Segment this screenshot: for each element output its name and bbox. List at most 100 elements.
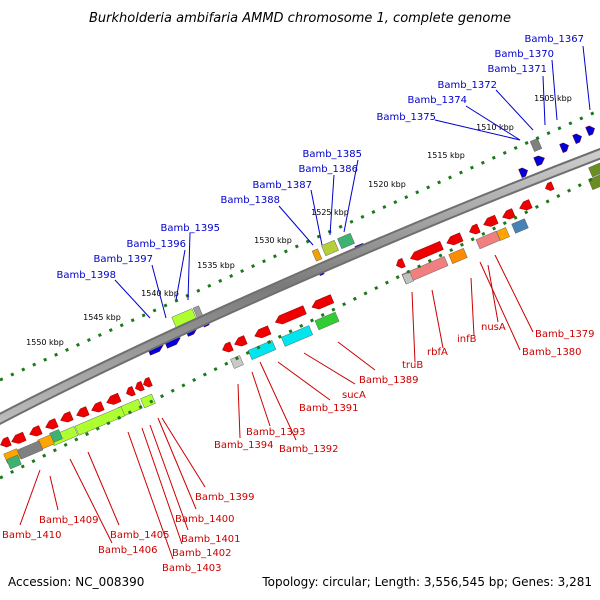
gene-label[interactable]: Bamb_1386	[298, 164, 358, 175]
label-leader	[251, 371, 271, 427]
label-leader	[479, 261, 521, 351]
label-leader	[157, 417, 197, 510]
reverse-gene-arrow[interactable]	[409, 240, 444, 263]
reverse-gene-arrow[interactable]	[75, 406, 90, 420]
reverse-gene-arrow[interactable]	[482, 214, 499, 229]
forward-gene-arrow[interactable]	[572, 132, 584, 144]
gene-label[interactable]: Bamb_1401	[181, 534, 241, 545]
reverse-feature-block[interactable]	[588, 162, 600, 178]
forward-gene-arrow[interactable]	[533, 154, 547, 167]
forward-feature-block[interactable]	[321, 239, 339, 257]
gene-label[interactable]: Bamb_1399	[195, 492, 255, 503]
label-leader	[149, 424, 189, 531]
gene-label[interactable]: rbfA	[427, 347, 448, 358]
forward-gene-arrow[interactable]	[585, 124, 597, 136]
reverse-feature-block[interactable]	[247, 340, 277, 360]
reverse-feature-block[interactable]	[475, 230, 501, 250]
reverse-feature-block[interactable]	[401, 256, 449, 284]
reverse-gene-arrow[interactable]	[233, 335, 248, 349]
gene-label[interactable]: Bamb_1391	[299, 403, 359, 414]
reverse-gene-arrow[interactable]	[125, 386, 136, 397]
gene-label[interactable]: Bamb_1367	[524, 34, 584, 45]
reverse-gene-arrow[interactable]	[0, 436, 12, 449]
gene-label[interactable]: Bamb_1397	[93, 254, 153, 265]
reverse-gene-arrow[interactable]	[310, 294, 335, 312]
gene-label[interactable]: Bamb_1370	[494, 49, 554, 60]
reverse-feature-block[interactable]	[402, 271, 414, 285]
gene-label[interactable]: Bamb_1387	[252, 180, 312, 191]
gene-label[interactable]: Bamb_1405	[110, 530, 170, 541]
reverse-feature-block[interactable]	[280, 325, 314, 347]
gene-label[interactable]: Bamb_1410	[2, 530, 62, 541]
gene-label[interactable]: Bamb_1394	[214, 440, 274, 451]
label-leader	[278, 205, 314, 246]
reverse-feature-block[interactable]	[230, 355, 244, 369]
reverse-feature-block[interactable]	[74, 406, 126, 436]
reverse-gene-arrow[interactable]	[468, 223, 481, 236]
reverse-gene-arrow[interactable]	[501, 208, 516, 222]
gene-label[interactable]: Bamb_1375	[376, 112, 436, 123]
gene-label[interactable]: Bamb_1393	[246, 427, 306, 438]
reverse-feature-block[interactable]	[314, 311, 340, 331]
reverse-gene-arrow[interactable]	[142, 377, 153, 388]
forward-gene-arrow[interactable]	[559, 141, 571, 153]
reverse-feature-block[interactable]	[16, 440, 44, 460]
gene-label[interactable]: infB	[457, 334, 477, 345]
gene-label[interactable]: truB	[402, 360, 423, 371]
reverse-gene-arrow[interactable]	[90, 401, 105, 415]
reverse-gene-arrow[interactable]	[134, 381, 145, 392]
gene-label[interactable]: Bamb_1379	[535, 329, 595, 340]
reverse-gene-arrow[interactable]	[28, 425, 43, 439]
reverse-feature-block[interactable]	[448, 248, 468, 264]
gene-label[interactable]: Bamb_1396	[126, 239, 186, 250]
gene-label[interactable]: Bamb_1385	[302, 149, 362, 160]
forward-feature-block[interactable]	[337, 232, 355, 250]
label-leader	[259, 361, 297, 441]
label-leader	[343, 159, 359, 233]
label-leader	[303, 352, 356, 385]
gene-label[interactable]: Bamb_1403	[162, 563, 222, 574]
gene-label[interactable]: Bamb_1395	[160, 223, 220, 234]
reverse-gene-arrow[interactable]	[44, 418, 59, 432]
label-leader	[470, 277, 475, 337]
reverse-feature-block[interactable]	[6, 454, 22, 470]
reverse-gene-arrow[interactable]	[395, 258, 406, 269]
reverse-gene-arrow[interactable]	[445, 232, 464, 248]
reverse-gene-arrow[interactable]	[518, 199, 533, 213]
forward-gene-arrow[interactable]	[518, 166, 530, 178]
label-leader	[187, 232, 191, 301]
forward-feature-block[interactable]	[529, 138, 543, 152]
label-leader	[582, 45, 591, 111]
reverse-gene-arrow[interactable]	[544, 181, 555, 192]
gene-label[interactable]: Bamb_1398	[56, 270, 116, 281]
gene-label[interactable]: Bamb_1371	[487, 64, 547, 75]
gene-label[interactable]: sucA	[342, 390, 366, 401]
reverse-feature-block[interactable]	[511, 218, 529, 234]
reverse-feature-block[interactable]	[140, 393, 156, 409]
gene-label[interactable]: nusA	[481, 322, 506, 333]
reverse-gene-arrow[interactable]	[59, 411, 74, 425]
reverse-gene-arrow[interactable]	[221, 341, 234, 354]
label-leader	[237, 383, 241, 439]
gene-label[interactable]: Bamb_1392	[279, 444, 339, 455]
gene-label[interactable]: Bamb_1400	[175, 514, 235, 525]
topology-summary: Topology: circular; Length: 3,556,545 bp…	[261, 575, 592, 589]
reverse-gene-arrow[interactable]	[253, 325, 272, 341]
reverse-gene-arrow[interactable]	[10, 431, 27, 446]
gene-label[interactable]: Bamb_1402	[172, 548, 232, 559]
gene-label[interactable]: Bamb_1388	[220, 195, 280, 206]
label-leader	[141, 427, 183, 545]
gene-label[interactable]: Bamb_1389	[359, 375, 419, 386]
tick-label: 1520 kbp	[368, 180, 406, 189]
forward-feature-block[interactable]	[588, 173, 600, 191]
reverse-gene-arrow[interactable]	[105, 392, 122, 407]
gene-label[interactable]: Bamb_1406	[98, 545, 158, 556]
gene-label[interactable]: Bamb_1409	[39, 515, 99, 526]
gene-label[interactable]: Bamb_1372	[437, 80, 497, 91]
gene-label[interactable]: Bamb_1380	[522, 347, 582, 358]
gene-label[interactable]: Bamb_1374	[407, 95, 467, 106]
label-leader	[114, 279, 151, 319]
forward-feature-block[interactable]	[311, 248, 323, 262]
reverse-gene-arrow[interactable]	[274, 305, 307, 327]
label-leaders	[19, 45, 591, 560]
